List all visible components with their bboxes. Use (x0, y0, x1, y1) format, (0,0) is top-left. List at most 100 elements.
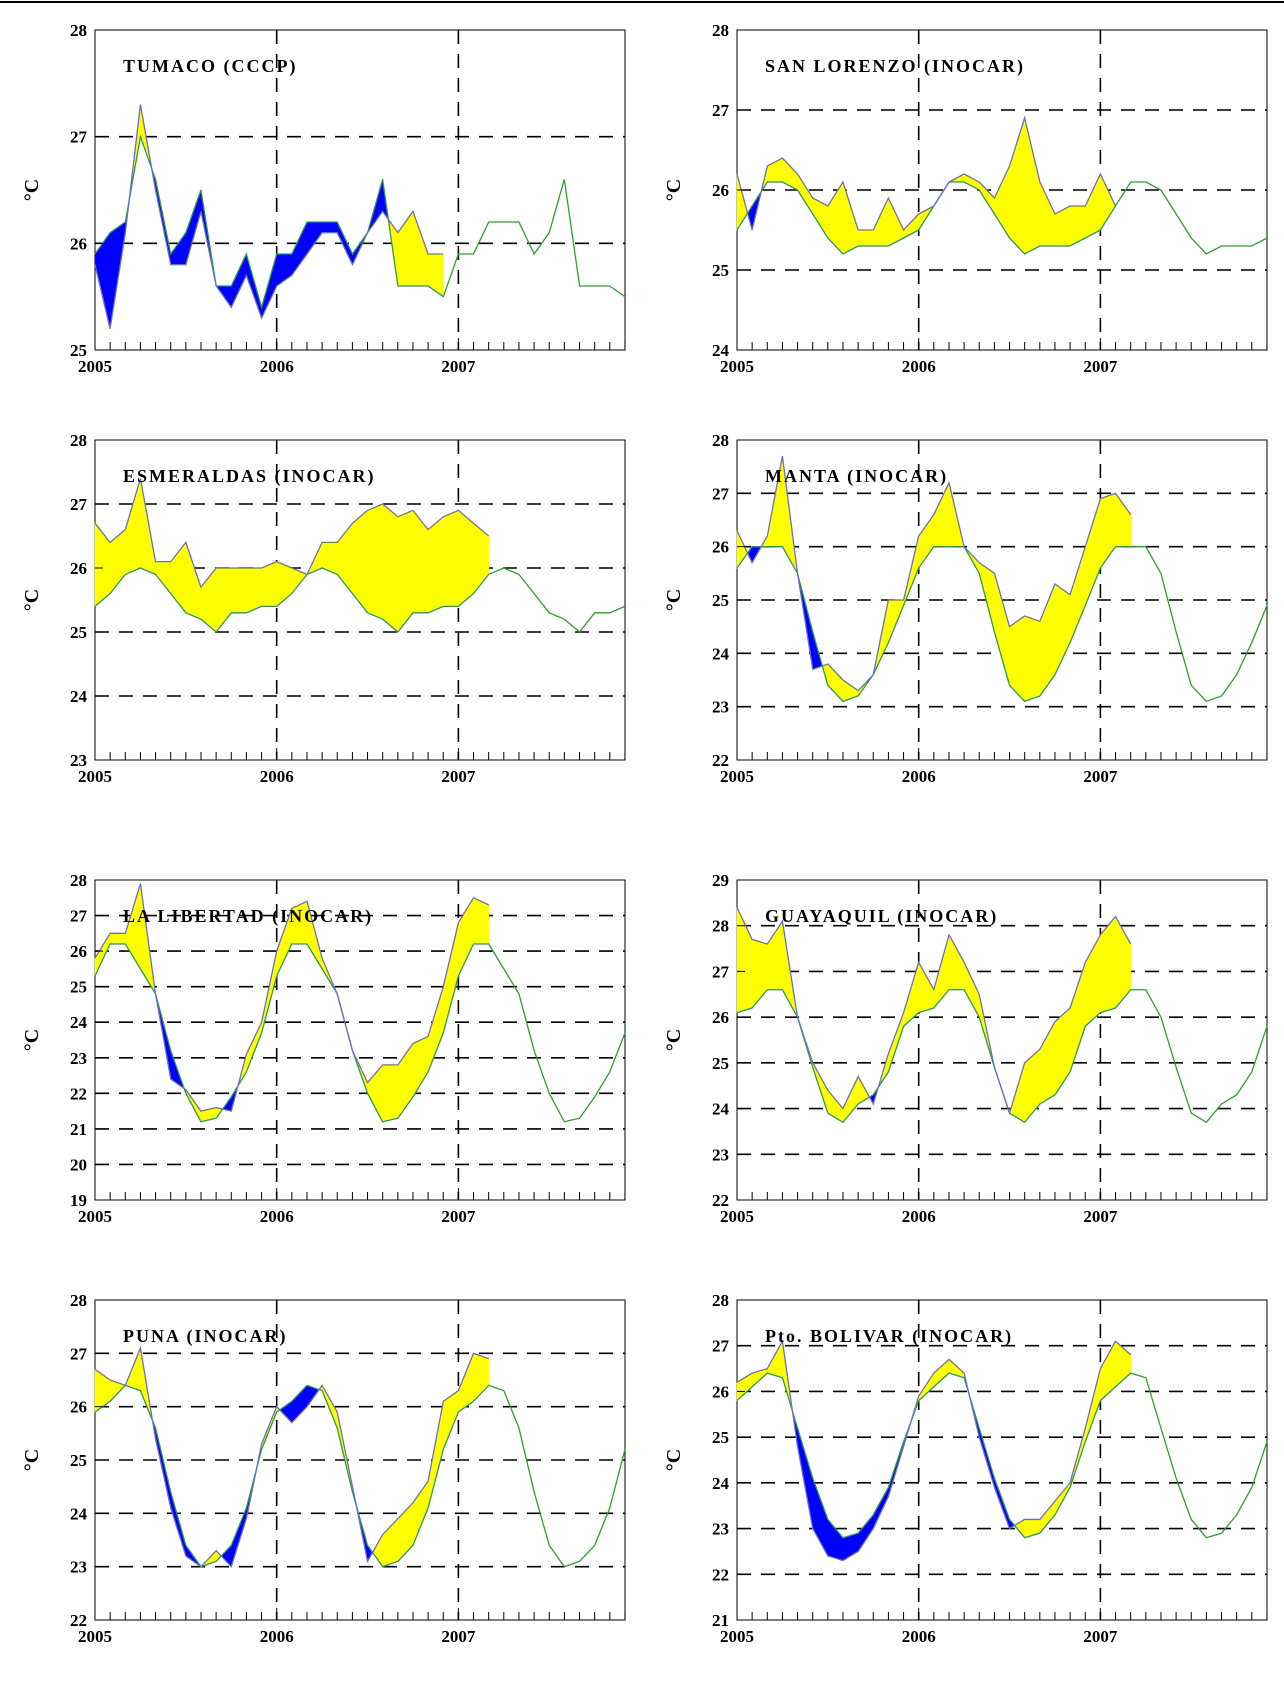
y-tick-label: 25 (70, 978, 87, 997)
anomaly-cold-fill (306, 221, 323, 255)
chart-panel-pto-bolivar: 21 22 23 24 25 26 27 28 2005 2006 2007 °C Pto. BOLIV… (663, 1291, 1268, 1646)
y-axis-label: °C (663, 589, 685, 611)
panel-title: ESMERALDAS (INOCAR) (123, 466, 376, 487)
y-tick-label: 27 (712, 962, 730, 981)
climatology-line (736, 989, 1268, 1124)
anomaly-warm-fill (443, 509, 459, 607)
y-tick-label: 27 (712, 1337, 730, 1356)
plot-frame (736, 1299, 1268, 1621)
anomaly-warm-fill (948, 934, 965, 991)
panel-title: PUNA (INOCAR) (123, 1326, 288, 1347)
y-axis-label: °C (21, 179, 43, 201)
y-tick-label: 24 (70, 1504, 88, 1523)
x-tick-label: 2005 (720, 1627, 754, 1646)
x-tick-label: 2007 (441, 1207, 476, 1226)
x-tick-label: 2006 (902, 1627, 936, 1646)
anomaly-warm-fill (842, 181, 859, 255)
y-tick-label: 27 (70, 128, 88, 147)
chart-panel-tumaco: 25 26 27 28 2005 2006 2007 °C TUMACO (CCCP) (21, 21, 626, 376)
anomaly-warm-fill (1069, 962, 1086, 1073)
x-tick-label: 2007 (441, 357, 476, 376)
anomaly-warm-fill (1024, 117, 1041, 255)
anomaly-warm-fill (1085, 173, 1101, 239)
y-tick-label: 19 (70, 1191, 87, 1210)
panel-title: SAN LORENZO (INOCAR) (765, 56, 1025, 77)
anomaly-warm-fill (412, 1035, 429, 1098)
anomaly-warm-fill (246, 567, 262, 614)
y-tick-label: 27 (712, 101, 730, 120)
y-tick-label: 26 (712, 538, 729, 557)
anomaly-warm-fill (382, 503, 399, 633)
y-tick-label: 27 (712, 484, 730, 503)
x-tick-label: 2007 (1083, 1207, 1118, 1226)
y-tick-label: 29 (712, 871, 729, 890)
x-tick-label: 2005 (78, 1627, 112, 1646)
anomaly-warm-fill (473, 897, 490, 945)
y-tick-label: 27 (70, 907, 88, 926)
y-tick-label: 21 (712, 1611, 729, 1630)
chart-panel-la-libertad: 19 20 21 22 23 24 25 26 27 28 2005 2006 2007 °C LA LIB… (21, 871, 626, 1226)
anomaly-warm-fill (397, 509, 414, 633)
y-axis-label: °C (21, 1029, 43, 1051)
anomaly-warm-fill (767, 1340, 783, 1379)
y-tick-label: 23 (70, 751, 87, 770)
observed-line (736, 455, 1132, 692)
y-tick-label: 26 (70, 942, 87, 961)
y-tick-label: 25 (712, 1054, 729, 1073)
y-tick-label: 28 (70, 21, 87, 40)
anomaly-warm-fill (918, 513, 935, 569)
anomaly-warm-fill (888, 1012, 904, 1073)
y-tick-label: 21 (70, 1120, 87, 1139)
panel-title: GUAYAQUIL (INOCAR) (765, 906, 998, 927)
anomaly-warm-fill (842, 1076, 859, 1124)
climatology-line (94, 943, 626, 1123)
y-tick-label: 26 (712, 181, 729, 200)
anomaly-cold-fill (812, 1478, 829, 1557)
y-tick-label: 23 (712, 1520, 729, 1539)
observed-line (94, 104, 444, 329)
chart-panel-puna: 22 23 24 25 26 27 28 2005 2006 2007 °C PUNA (INOCAR… (21, 1291, 626, 1646)
anomaly-warm-fill (261, 561, 277, 607)
anomaly-warm-fill (933, 482, 950, 547)
anomaly-cold-fill (291, 1384, 308, 1424)
observed-line (94, 883, 490, 1112)
anomaly-warm-fill (933, 1358, 950, 1388)
y-tick-label: 26 (712, 1008, 729, 1027)
observed-line (94, 1345, 489, 1568)
y-tick-label: 25 (70, 341, 87, 360)
chart-panel-guayaquil: 22 23 24 25 26 27 28 29 2005 2006 2007 °C GUAYAQUIL … (663, 871, 1268, 1226)
plot-frame (736, 879, 1268, 1201)
chart-panel-manta: 22 23 24 25 26 27 28 2005 2006 2007 °C MANTA (INOCA… (663, 431, 1268, 786)
anomaly-warm-fill (1069, 205, 1086, 247)
anomaly-warm-fill (109, 933, 126, 945)
x-tick-label: 2007 (1083, 357, 1118, 376)
x-tick-label: 2006 (260, 767, 294, 786)
y-tick-label: 27 (70, 495, 88, 514)
y-axis-label: °C (663, 1029, 685, 1051)
y-tick-label: 23 (712, 1145, 729, 1164)
anomaly-warm-fill (1039, 1021, 1056, 1105)
y-tick-label: 26 (70, 234, 87, 253)
anomaly-warm-fill (751, 939, 768, 1009)
anomaly-warm-fill (427, 1401, 444, 1509)
anomaly-warm-fill (857, 229, 874, 247)
anomaly-cold-fill (94, 231, 111, 329)
climatology-line (736, 181, 1268, 255)
anomaly-cold-fill (827, 1518, 844, 1561)
climatology-line (94, 1384, 626, 1568)
anomaly-warm-fill (1069, 546, 1086, 643)
anomaly-warm-fill (1085, 498, 1101, 606)
anomaly-warm-fill (427, 516, 444, 614)
y-tick-label: 24 (712, 644, 730, 663)
anomaly-warm-fill (458, 509, 474, 608)
anomaly-warm-fill (382, 1064, 399, 1123)
x-tick-label: 2005 (78, 1207, 112, 1226)
y-axis-label: °C (21, 1449, 43, 1471)
y-tick-label: 25 (70, 1451, 87, 1470)
anomaly-warm-fill (918, 962, 935, 1013)
anomaly-warm-fill (427, 253, 444, 298)
y-tick-label: 24 (712, 341, 730, 360)
y-axis-label: °C (663, 179, 685, 201)
y-tick-label: 26 (70, 1398, 87, 1417)
y-tick-label: 22 (712, 1565, 729, 1584)
